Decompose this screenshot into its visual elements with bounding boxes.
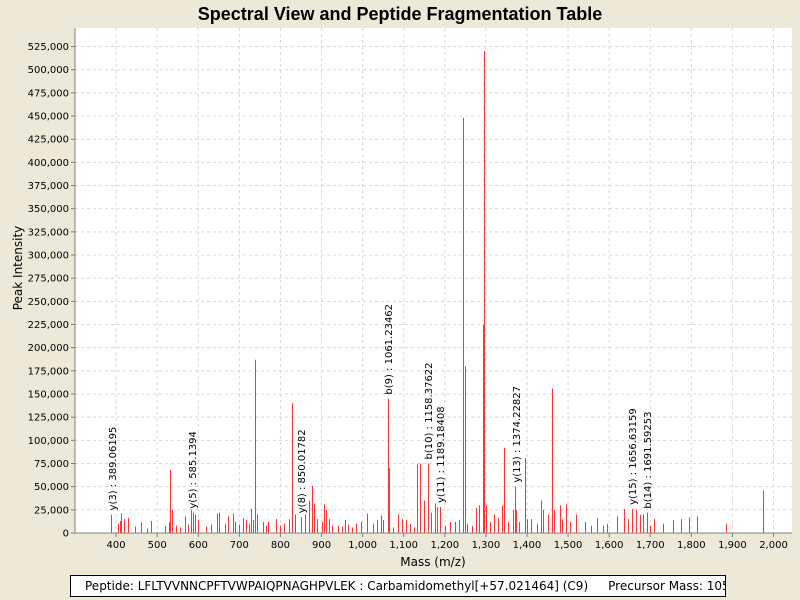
fragment-annotations: y(3) : 389.06195 y(5) : 585.1394 y(8) : 85… bbox=[108, 304, 654, 513]
x-tick-label: 700 bbox=[230, 540, 249, 551]
chart-title: Spectral View and Peptide Fragmentation … bbox=[198, 4, 602, 24]
x-tick-label: 1,500 bbox=[554, 540, 583, 551]
x-axis-title: Mass (m/z) bbox=[400, 555, 465, 569]
peak-annotation: y(11) : 1189.18408 bbox=[436, 406, 447, 503]
spectrum-peaks bbox=[111, 51, 764, 533]
x-tick-label: 400 bbox=[107, 540, 126, 551]
peak-annotation: b(14) : 1691.59253 bbox=[643, 412, 654, 509]
y-tick-label: 525,000 bbox=[28, 42, 69, 53]
y-tick-label: 250,000 bbox=[28, 297, 69, 308]
y-axis-title: Peak Intensity bbox=[11, 226, 25, 311]
y-tick-label: 475,000 bbox=[28, 88, 69, 99]
y-tick-label: 50,000 bbox=[34, 482, 69, 493]
x-tick-label: 1,100 bbox=[389, 540, 418, 551]
x-tick-label: 1,700 bbox=[636, 540, 665, 551]
peak-annotation: y(8) : 850.01782 bbox=[297, 429, 308, 513]
y-tick-label: 425,000 bbox=[28, 135, 69, 146]
x-tick-label: 600 bbox=[189, 540, 208, 551]
y-tick-label: 225,000 bbox=[28, 320, 69, 331]
y-axis-ticks: 0 25,000 50,000 75,000 100,000 125,000 150,000… bbox=[28, 42, 75, 540]
x-tick-label: 500 bbox=[148, 540, 167, 551]
axes bbox=[74, 28, 792, 534]
x-tick-label: 1,800 bbox=[677, 540, 706, 551]
y-tick-label: 350,000 bbox=[28, 204, 69, 215]
y-tick-label: 325,000 bbox=[28, 227, 69, 238]
y-tick-label: 125,000 bbox=[28, 413, 69, 424]
gridlines bbox=[75, 28, 792, 534]
y-tick-label: 275,000 bbox=[28, 274, 69, 285]
plot-area bbox=[75, 28, 792, 533]
x-tick-label: 1,300 bbox=[472, 540, 501, 551]
y-tick-label: 450,000 bbox=[28, 112, 69, 123]
peak-annotation: y(13) : 1374.22827 bbox=[512, 386, 523, 483]
x-axis-ticks: 400 500 600 700 800 900 1,000 1,100 1,200 1,300 1,… bbox=[107, 533, 788, 551]
precursor-mass-label: Precursor Mass: 1054.8975 bbox=[608, 579, 725, 593]
x-tick-label: 800 bbox=[271, 540, 290, 551]
peak-annotation: y(3) : 389.06195 bbox=[108, 427, 119, 511]
y-tick-label: 0 bbox=[63, 529, 69, 540]
peptide-label: Peptide: LFLTVVNNCPFTVWPAIQPNAGHPVLEK : … bbox=[85, 579, 589, 593]
y-tick-label: 75,000 bbox=[34, 459, 69, 470]
x-tick-label: 1,900 bbox=[718, 540, 747, 551]
peptide-info-box: Peptide: LFLTVVNNCPFTVWPAIQPNAGHPVLEK : … bbox=[70, 575, 726, 597]
y-tick-label: 175,000 bbox=[28, 366, 69, 377]
y-tick-label: 200,000 bbox=[28, 343, 69, 354]
y-tick-label: 375,000 bbox=[28, 181, 69, 192]
x-tick-label: 1,000 bbox=[348, 540, 377, 551]
x-tick-label: 1,400 bbox=[513, 540, 542, 551]
y-tick-label: 100,000 bbox=[28, 436, 69, 447]
peak-annotation: b(9) : 1061.23462 bbox=[384, 304, 395, 395]
y-tick-label: 300,000 bbox=[28, 251, 69, 262]
x-tick-label: 1,600 bbox=[595, 540, 624, 551]
x-tick-label: 900 bbox=[312, 540, 331, 551]
y-tick-label: 400,000 bbox=[28, 158, 69, 169]
x-tick-label: 1,200 bbox=[430, 540, 459, 551]
y-tick-label: 25,000 bbox=[34, 505, 69, 516]
peak-annotation: y(15) : 1656.63159 bbox=[628, 408, 639, 505]
x-tick-label: 2,000 bbox=[759, 540, 788, 551]
peak-annotation: y(5) : 585.1394 bbox=[188, 431, 199, 509]
y-tick-label: 150,000 bbox=[28, 390, 69, 401]
peak-annotation: b(10) : 1158.37622 bbox=[424, 362, 435, 459]
y-tick-label: 500,000 bbox=[28, 65, 69, 76]
